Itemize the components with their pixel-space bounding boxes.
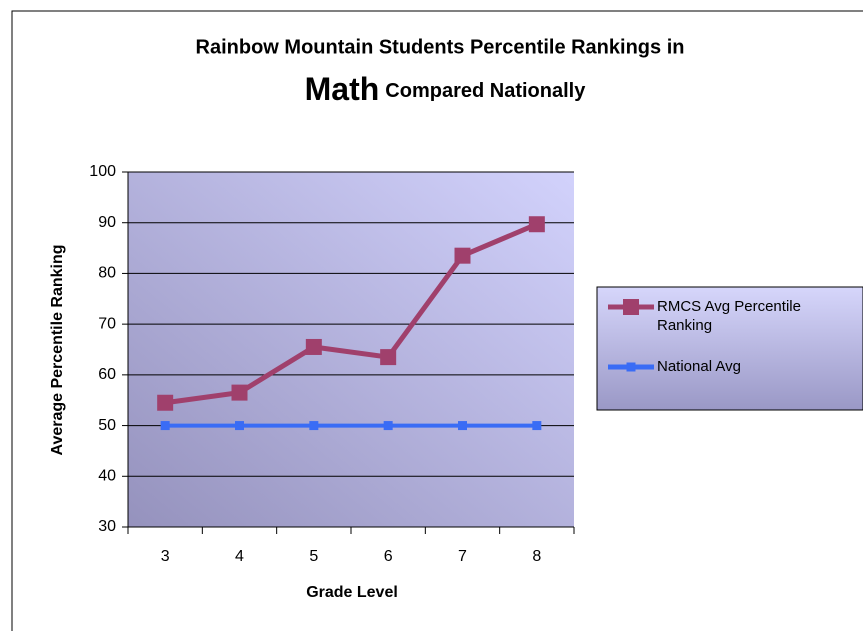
x-tick-label: 6 [384, 548, 393, 565]
data-point [160, 421, 170, 431]
x-tick-label: 3 [161, 548, 170, 565]
chart-title: Compared Nationally [385, 80, 586, 102]
x-tick-label: 5 [309, 548, 318, 565]
y-tick-label: 30 [98, 518, 116, 535]
data-point [305, 338, 322, 355]
data-point [309, 421, 319, 431]
x-tick-label: 4 [235, 548, 244, 565]
y-tick-label: 40 [98, 468, 116, 485]
chart-title: Math [305, 71, 380, 107]
data-point [454, 247, 471, 264]
x-tick-label: 8 [532, 548, 541, 565]
x-axis-label: Grade Level [306, 584, 398, 601]
y-tick-label: 60 [98, 366, 116, 383]
data-point [528, 216, 545, 233]
chart-title: Math Compared Nationally [305, 71, 587, 107]
plot-area [128, 172, 574, 527]
legend-label: RMCS Avg Percentile Ranking [657, 298, 801, 334]
legend-label: National Avg [657, 358, 741, 375]
data-point [532, 421, 542, 431]
legend-marker [626, 362, 636, 372]
chart-border [11, 10, 863, 631]
legend-marker [623, 299, 639, 315]
x-tick-label: 7 [458, 548, 467, 565]
data-point [157, 394, 174, 411]
series-line [164, 221, 538, 406]
data-point [380, 349, 397, 366]
data-point [383, 421, 393, 431]
data-point [231, 384, 248, 401]
y-tick-label: 80 [98, 265, 116, 282]
y-tick-label: 50 [98, 417, 116, 434]
chart-title: Rainbow Mountain Students Percentile Ran… [196, 36, 685, 58]
data-point [458, 421, 467, 431]
y-tick-label: 90 [98, 214, 116, 231]
data-point [235, 421, 244, 431]
y-tick-label: 100 [89, 163, 116, 180]
y-tick-label: 70 [98, 315, 116, 332]
y-axis-label: Average Percentile Ranking [49, 244, 66, 455]
